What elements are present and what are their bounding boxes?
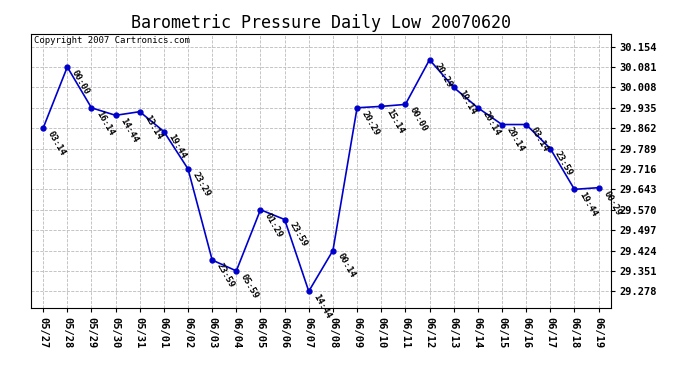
Text: 19:14: 19:14 <box>457 89 477 117</box>
Text: 19:44: 19:44 <box>578 191 598 219</box>
Text: 19:44: 19:44 <box>167 133 188 160</box>
Text: 13:14: 13:14 <box>143 113 164 141</box>
Text: 03:14: 03:14 <box>46 129 67 158</box>
Text: 01:29: 01:29 <box>264 211 284 239</box>
Text: 20:14: 20:14 <box>481 109 502 137</box>
Text: 23:59: 23:59 <box>553 150 574 178</box>
Title: Barometric Pressure Daily Low 20070620: Barometric Pressure Daily Low 20070620 <box>131 14 511 32</box>
Text: 20:29: 20:29 <box>360 109 381 137</box>
Text: 15:14: 15:14 <box>384 108 405 135</box>
Text: 14:44: 14:44 <box>119 117 139 144</box>
Text: 23:59: 23:59 <box>215 261 236 289</box>
Text: 23:59: 23:59 <box>288 221 308 249</box>
Text: 00:14: 00:14 <box>336 252 357 280</box>
Text: 00:00: 00:00 <box>70 68 91 96</box>
Text: 16:14: 16:14 <box>95 109 115 137</box>
Text: 20:29: 20:29 <box>433 61 453 89</box>
Text: Copyright 2007 Cartronics.com: Copyright 2007 Cartronics.com <box>34 36 190 45</box>
Text: 20:14: 20:14 <box>505 126 526 154</box>
Text: 00:00: 00:00 <box>408 106 429 134</box>
Text: 00:29: 00:29 <box>602 189 622 217</box>
Text: 23:29: 23:29 <box>191 170 212 198</box>
Text: 03:14: 03:14 <box>529 126 550 154</box>
Text: 14:44: 14:44 <box>312 292 333 321</box>
Text: 05:59: 05:59 <box>239 272 260 300</box>
